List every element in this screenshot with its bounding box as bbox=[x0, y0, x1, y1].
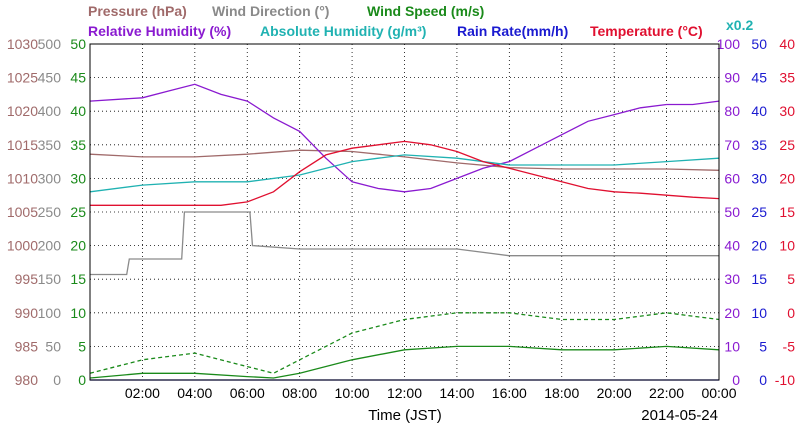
temp-tick-label: 20 bbox=[779, 170, 795, 186]
rain-tick-label: 10 bbox=[751, 305, 767, 321]
legend-pressure: Pressure (hPa) bbox=[88, 3, 187, 19]
wind-dir-tick-label: 400 bbox=[38, 103, 62, 119]
rain-tick-label: 25 bbox=[751, 204, 767, 220]
x-tick-label: 20:00 bbox=[597, 385, 632, 401]
wind-dir-tick-label: 150 bbox=[38, 271, 62, 287]
wind-speed-tick-label: 0 bbox=[78, 372, 86, 388]
rain-tick-label: 45 bbox=[751, 70, 767, 86]
x-tick-label: 14:00 bbox=[439, 385, 474, 401]
temp-tick-label: 0 bbox=[787, 305, 795, 321]
wind-speed-max-series-line bbox=[89, 312, 720, 374]
wind-speed-tick-label: 20 bbox=[70, 238, 86, 254]
legend-rain-rate: Rain Rate(mm/h) bbox=[457, 23, 568, 39]
rain-tick-label: 50 bbox=[751, 36, 767, 52]
legend-wind-speed: Wind Speed (m/s) bbox=[367, 3, 484, 19]
pressure-tick-label: 1020 bbox=[7, 103, 38, 119]
temp-tick-label: -5 bbox=[783, 338, 796, 354]
wind-speed-tick-label: 40 bbox=[70, 103, 86, 119]
rh-tick-label: 60 bbox=[724, 170, 740, 186]
wind-dir-tick-label: 500 bbox=[38, 36, 62, 52]
pressure-tick-label: 1005 bbox=[7, 204, 38, 220]
rain-tick-label: 20 bbox=[751, 238, 767, 254]
x-tick-label: 18:00 bbox=[544, 385, 579, 401]
pressure-tick-label: 980 bbox=[15, 372, 39, 388]
temp-series-line bbox=[90, 140, 720, 206]
temp-tick-label: 40 bbox=[779, 36, 795, 52]
ah-series-line bbox=[89, 154, 720, 193]
plot-frame bbox=[89, 43, 720, 381]
rh-tick-label: 10 bbox=[724, 338, 740, 354]
pressure-tick-label: 985 bbox=[15, 338, 39, 354]
wind-speed-tick-label: 45 bbox=[70, 70, 86, 86]
temp-tick-label: 10 bbox=[779, 238, 795, 254]
wind-dir-tick-label: 0 bbox=[53, 372, 61, 388]
rain-tick-label: 40 bbox=[751, 103, 767, 119]
pressure-tick-label: 1000 bbox=[7, 238, 38, 254]
legend-absolute-humidity: Absolute Humidity (g/m³) bbox=[260, 23, 426, 39]
pressure-tick-label: 1030 bbox=[7, 36, 38, 52]
x-tick-label: 04:00 bbox=[177, 385, 212, 401]
pressure-series-line bbox=[89, 149, 720, 171]
x-tick-label: 08:00 bbox=[282, 385, 317, 401]
date-label: 2014-05-24 bbox=[641, 407, 718, 424]
rh-tick-label: 50 bbox=[724, 204, 740, 220]
wind-dir-tick-label: 450 bbox=[38, 70, 62, 86]
wind-dir-series-line bbox=[90, 211, 719, 276]
wind-speed-tick-label: 15 bbox=[70, 271, 86, 287]
rh-tick-label: 80 bbox=[724, 103, 740, 119]
temp-tick-label: 30 bbox=[779, 103, 795, 119]
rain-tick-label: 15 bbox=[751, 271, 767, 287]
wind-speed-tick-label: 10 bbox=[70, 305, 86, 321]
x-tick-label: 10:00 bbox=[335, 385, 370, 401]
rh-tick-label: 0 bbox=[732, 372, 740, 388]
x-tick-label: 12:00 bbox=[387, 385, 422, 401]
pressure-tick-label: 1015 bbox=[7, 137, 38, 153]
temp-tick-label: -10 bbox=[775, 372, 795, 388]
legend-relative-humidity: Relative Humidity (%) bbox=[88, 23, 231, 39]
pressure-tick-label: 1010 bbox=[7, 170, 38, 186]
rain-tick-label: 35 bbox=[751, 137, 767, 153]
x-tick-label: 00:00 bbox=[701, 385, 736, 401]
temp-tick-label: 25 bbox=[779, 137, 795, 153]
wind-dir-tick-label: 250 bbox=[38, 204, 62, 220]
pressure-tick-label: 1025 bbox=[7, 70, 38, 86]
rain-tick-label: 0 bbox=[759, 372, 767, 388]
pressure-tick-label: 995 bbox=[15, 271, 39, 287]
wind-dir-tick-label: 200 bbox=[38, 238, 62, 254]
rh-tick-label: 40 bbox=[724, 238, 740, 254]
wind-dir-tick-label: 50 bbox=[45, 338, 61, 354]
x-axis-label: Time (JST) bbox=[368, 407, 442, 424]
rh-tick-label: 70 bbox=[724, 137, 740, 153]
wind-dir-tick-label: 100 bbox=[38, 305, 62, 321]
wind-speed-tick-label: 5 bbox=[78, 338, 86, 354]
rh-tick-label: 30 bbox=[724, 271, 740, 287]
temp-tick-label: 35 bbox=[779, 70, 795, 86]
legend-ah-scale-note: x0.2 bbox=[726, 17, 753, 33]
wind-speed-tick-label: 50 bbox=[70, 36, 86, 52]
pressure-tick-label: 990 bbox=[15, 305, 39, 321]
rain-tick-label: 5 bbox=[759, 338, 767, 354]
wind-speed-tick-label: 35 bbox=[70, 137, 86, 153]
wind-speed-tick-label: 25 bbox=[70, 204, 86, 220]
wind-dir-tick-label: 350 bbox=[38, 137, 62, 153]
x-tick-label: 02:00 bbox=[125, 385, 160, 401]
wind-dir-tick-label: 300 bbox=[38, 170, 62, 186]
wind-speed-tick-label: 30 bbox=[70, 170, 86, 186]
rain-tick-label: 30 bbox=[751, 170, 767, 186]
wind-speed-avg-series-line bbox=[89, 345, 720, 379]
temp-tick-label: 5 bbox=[787, 271, 795, 287]
legend-wind-direction: Wind Direction (°) bbox=[212, 3, 329, 19]
rh-tick-label: 90 bbox=[724, 70, 740, 86]
x-tick-label: 22:00 bbox=[649, 385, 684, 401]
rh-tick-label: 100 bbox=[717, 36, 741, 52]
rh-tick-label: 20 bbox=[724, 305, 740, 321]
temp-tick-label: 15 bbox=[779, 204, 795, 220]
x-tick-label: 06:00 bbox=[230, 385, 265, 401]
legend-temperature: Temperature (°C) bbox=[590, 23, 703, 39]
rh-series-line bbox=[89, 83, 720, 193]
x-tick-label: 16:00 bbox=[492, 385, 527, 401]
